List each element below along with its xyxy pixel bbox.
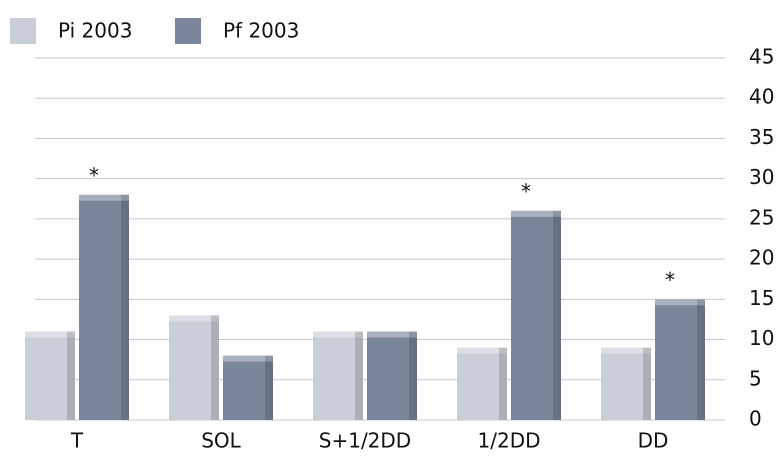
bar-top [511, 210, 561, 217]
bar-side [265, 355, 273, 420]
y-tick-label: 30 [749, 165, 774, 189]
bar-top [367, 331, 417, 338]
legend-label: Pi 2003 [58, 19, 132, 43]
bar-top [169, 315, 219, 322]
bar [655, 299, 705, 420]
bar-top [457, 347, 507, 354]
y-tick-label: 5 [749, 366, 762, 390]
bar-side [643, 347, 651, 420]
x-tick-label: S+1/2DD [319, 429, 411, 453]
legend-swatch [175, 18, 201, 44]
bar [457, 347, 507, 420]
bar-side [499, 347, 507, 420]
y-tick-label: 15 [749, 286, 774, 310]
y-tick-label: 40 [749, 85, 774, 109]
legend-swatch [10, 18, 36, 44]
y-tick-label: 0 [749, 407, 762, 431]
y-tick-label: 20 [749, 246, 774, 270]
y-tick-label: 35 [749, 125, 774, 149]
annotation: * [521, 179, 531, 203]
bar [511, 210, 561, 420]
bar-side [211, 315, 219, 420]
bar [601, 347, 651, 420]
x-tick-label: 1/2DD [478, 429, 541, 453]
bar [367, 331, 417, 420]
legend-label: Pf 2003 [223, 19, 299, 43]
bar-side [409, 331, 417, 420]
x-tick-label: SOL [201, 429, 241, 453]
bar-top [313, 331, 363, 338]
annotation: * [665, 268, 675, 292]
bar-top [79, 194, 129, 201]
y-tick-label: 45 [749, 45, 774, 69]
bar [79, 194, 129, 420]
bar [25, 331, 75, 420]
annotation: * [89, 163, 99, 187]
y-tick-label: 10 [749, 326, 774, 350]
bar [223, 355, 273, 420]
bar-top [223, 355, 273, 362]
bar-side [697, 299, 705, 420]
bar-side [355, 331, 363, 420]
bar [313, 331, 363, 420]
bar-side [67, 331, 75, 420]
x-tick-label: DD [638, 429, 669, 453]
bar-top [25, 331, 75, 338]
bar-top [655, 299, 705, 306]
bar-side [553, 210, 561, 420]
bar [169, 315, 219, 420]
y-tick-label: 25 [749, 205, 774, 229]
bar-side [121, 194, 129, 420]
bar-top [601, 347, 651, 354]
x-tick-label: T [70, 429, 84, 453]
